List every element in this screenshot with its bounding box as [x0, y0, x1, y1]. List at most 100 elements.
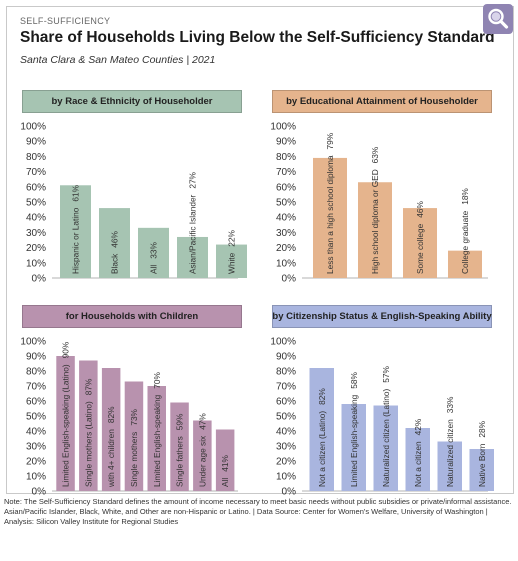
bar-label-not-a-citizen: Not a citizen 42% — [413, 418, 423, 487]
bar-black — [99, 208, 130, 278]
bar-label-single-mothers-latino: Single mothers (Latino) 87% — [83, 378, 93, 487]
y-tick-label: 40% — [26, 213, 46, 224]
bar-less-than-a-high-school-diploma — [313, 157, 347, 278]
bar-naturalized-citizen-latino — [373, 405, 398, 491]
zoom-button[interactable] — [483, 4, 513, 34]
y-tick-label: 80% — [276, 152, 296, 163]
y-tick-label: 50% — [276, 198, 296, 209]
bar-label-limited-english-speaking: Limited English-speaking 70% — [152, 372, 162, 487]
bar-value-label: 79% — [325, 132, 335, 149]
bar-category-label: Naturalized citizen — [445, 419, 455, 487]
y-tick-label: 10% — [26, 258, 46, 269]
bar-label-limited-english-speaking-latino: Limited English-speaking (Latino) 90% — [61, 341, 71, 487]
bar-category-label: Not a citizen — [413, 441, 423, 487]
bar-value-label: 73% — [129, 408, 139, 425]
bar-category-label: Limited English-speaking — [152, 394, 162, 487]
bar-label-college-graduate: College graduate 18% — [460, 188, 470, 274]
y-tick-label: 90% — [276, 137, 296, 148]
chart-panel-education: by Educational Attainment of Householder… — [270, 90, 494, 290]
y-tick-label: 40% — [276, 213, 296, 224]
bar-label-asian-pacific-islander: Asian/Pacific Islander 27% — [188, 171, 198, 274]
bar-chart-children: 0% 10% 20% 30% 40% 50% 60% 70% 80% 90% 100% Limited… — [20, 337, 238, 498]
y-tick-label: 10% — [276, 258, 296, 269]
y-tick-label: 80% — [276, 367, 296, 378]
page-subtitle: Santa Clara & San Mateo Counties | 2021 — [20, 54, 216, 66]
y-tick-label: 30% — [26, 228, 46, 239]
bar-label-black: Black 46% — [110, 230, 120, 274]
y-tick-label: 30% — [276, 442, 296, 453]
bar-limited-english-speaking — [147, 386, 166, 491]
bar-single-mothers — [124, 381, 144, 491]
bar-value-label: 87% — [83, 378, 93, 395]
chart-panel-race: by Race & Ethnicity of Householder 0% 10%… — [20, 90, 247, 290]
bar-all — [138, 227, 169, 278]
bar-label-some-college: Some college 46% — [415, 200, 425, 274]
bar-label-under-age-six: Under age six 47% — [197, 413, 207, 487]
bar-asian-pacific-islander — [177, 236, 208, 278]
bar-value-label: 33% — [149, 242, 159, 259]
bar-with-4-children — [101, 368, 121, 491]
bar-category-label: College graduate — [460, 210, 470, 274]
y-tick-label: 100% — [270, 337, 296, 348]
bar-value-label: 47% — [197, 413, 207, 430]
bar-label-naturalized-citizen: Naturalized citizen 33% — [445, 396, 455, 487]
bar-label-not-a-citizen-latino: Not a citizen (Latino) 82% — [317, 388, 327, 487]
bar-value-label: 42% — [413, 418, 423, 435]
bar-some-college — [403, 208, 437, 278]
y-tick-label: 70% — [276, 382, 296, 393]
bar-label-native-born: Native Born 28% — [477, 420, 487, 487]
y-tick-label: 20% — [276, 243, 296, 254]
y-tick-label: 50% — [26, 198, 46, 209]
y-tick-label: 80% — [26, 152, 46, 163]
y-tick-label: 40% — [276, 427, 296, 438]
y-tick-label: 30% — [276, 228, 296, 239]
bar-chart-race: 0% 10% 20% 30% 40% 50% 60% 70% 80% 90% 100% Hispani… — [20, 122, 247, 285]
bar-label-hispanic-or-latino: Hispanic or Latino 61% — [71, 184, 81, 274]
bar-hispanic-or-latino — [60, 185, 91, 278]
y-tick-label: 100% — [20, 337, 46, 348]
bar-label-single-fathers: Single fathers 59% — [175, 413, 185, 487]
y-tick-label: 20% — [276, 457, 296, 468]
bar-category-label: All — [149, 265, 159, 274]
bar-category-label: Less than a high school diploma — [325, 155, 335, 274]
bar-value-label: 33% — [445, 396, 455, 413]
bar-category-label: with 4+ children — [106, 429, 116, 488]
bar-category-label: Some college — [415, 223, 425, 274]
bar-chart-citizenship: 0% 10% 20% 30% 40% 50% 60% 70% 80% 90% 100% Not a c… — [270, 337, 494, 498]
bar-value-label: 28% — [477, 420, 487, 437]
bar-value-label: 70% — [152, 372, 162, 389]
panel-title-citizenship: by Citizenship Status & English-Speaking… — [272, 305, 492, 328]
bar-value-label: 82% — [106, 406, 116, 423]
bar-value-label: 41% — [220, 455, 230, 472]
bar-category-label: Not a citizen (Latino) — [317, 411, 327, 487]
bar-category-label: Under age six — [197, 435, 207, 487]
bar-chart-education: 0% 10% 20% 30% 40% 50% 60% 70% 80% 90% 100% Less th… — [270, 122, 488, 285]
y-tick-label: 20% — [26, 243, 46, 254]
y-tick-label: 100% — [20, 122, 46, 133]
y-tick-label: 70% — [276, 167, 296, 178]
magnifier-icon — [488, 8, 509, 29]
bar-category-label: High school diploma or GED — [370, 169, 380, 274]
bar-limited-english-speaking — [341, 404, 366, 491]
bar-single-mothers-latino — [79, 360, 98, 491]
bar-category-label: Naturalized citizen (Latino) — [381, 389, 391, 487]
y-tick-label: 60% — [276, 397, 296, 408]
y-tick-label: 40% — [26, 427, 46, 438]
bar-category-label: Single mothers (Latino) — [83, 401, 93, 487]
bar-value-label: 18% — [460, 188, 470, 205]
bar-value-label: 22% — [227, 230, 237, 247]
bar-value-label: 57% — [381, 366, 391, 383]
bar-label-all: All 41% — [220, 455, 230, 487]
y-tick-label: 0% — [32, 274, 47, 285]
bar-single-fathers — [170, 402, 189, 491]
bar-under-age-six — [193, 420, 212, 491]
bar-limited-english-speaking-latino — [56, 356, 75, 491]
y-tick-label: 20% — [26, 457, 46, 468]
y-tick-label: 70% — [26, 382, 46, 393]
bar-label-white: White 22% — [227, 230, 237, 274]
bar-high-school-diploma-or-ged — [358, 182, 392, 278]
footnote: Note: The Self-Sufficiency Standard defi… — [4, 497, 512, 526]
y-tick-label: 90% — [26, 137, 46, 148]
bar-category-label: Black — [110, 253, 120, 274]
bar-value-label: 90% — [61, 341, 71, 358]
